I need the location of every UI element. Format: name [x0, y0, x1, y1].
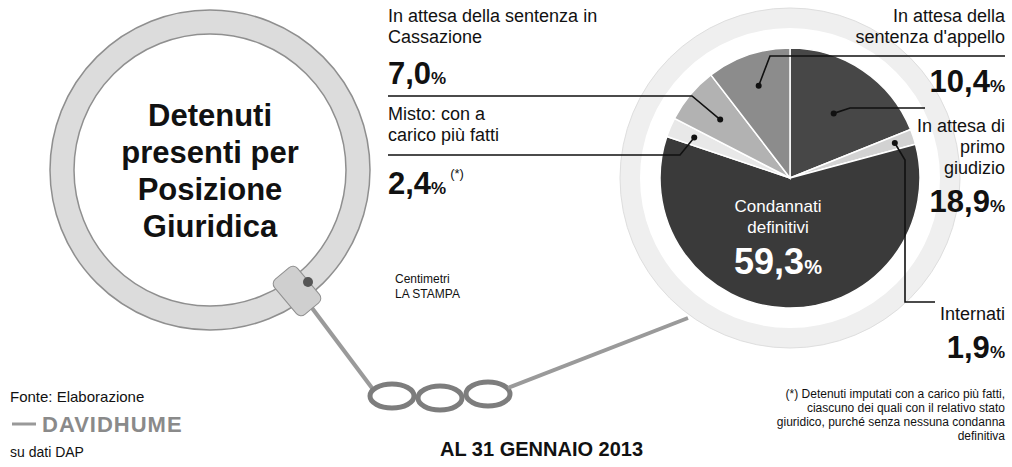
slice-label: In attesa della sentenza inCassazione	[388, 6, 597, 47]
leader-line	[895, 143, 935, 302]
date: AL 31 GENNAIO 2013	[440, 438, 643, 460]
left-cuff	[62, 22, 358, 318]
leader-dot	[717, 117, 723, 123]
source-data: su dati DAP	[10, 444, 84, 460]
value-label-number: 7,0	[388, 56, 431, 91]
value-label-number: 2,4	[388, 166, 432, 201]
chain-link	[370, 384, 414, 408]
slice-label-line: primo	[960, 137, 1005, 157]
value-label: 59,3%	[734, 241, 822, 282]
chain-link	[466, 382, 510, 406]
right-cuff-edge	[620, 8, 960, 348]
footnote-line: giuridico, purché senza nessuna condanna	[777, 415, 1005, 429]
slice-label: Misto: con acarico più fatti	[388, 104, 499, 145]
slice-label-line: Cassazione	[388, 27, 482, 47]
title: Detenutipresenti perPosizioneGiuridica	[121, 98, 298, 244]
title-line: Giuridica	[143, 209, 278, 244]
right-cuff	[630, 18, 950, 338]
title-line: Posizione	[138, 172, 283, 207]
handcuffs	[50, 8, 960, 410]
slice-label: Condannati definitivi	[735, 197, 822, 237]
value-label: 2,4%	[388, 166, 446, 201]
slice-label-line: giudizio	[944, 158, 1005, 178]
value-label-unit: %	[990, 77, 1005, 96]
source: Fonte: Elaborazione	[10, 388, 144, 405]
keyhole	[303, 277, 313, 287]
value-label-unit: %	[990, 343, 1005, 362]
value-label: 10,4%	[930, 64, 1005, 99]
footnote: (*) Detenuti imputati con a carico più f…	[777, 387, 1005, 443]
title-line: Detenuti	[148, 98, 272, 133]
slice-label-line: sentenza d'appello	[855, 27, 1005, 47]
credit-name: LA STAMPA	[395, 287, 460, 301]
value-label: 18,9%	[930, 184, 1005, 219]
slice-label-line: Internati	[940, 304, 1005, 324]
slice-label: In attesa diprimogiudizio	[917, 116, 1005, 178]
leader-dot	[756, 83, 762, 89]
cuff-hinge	[271, 264, 324, 319]
leader-line	[834, 108, 925, 113]
note-marker: (*)	[450, 166, 464, 181]
value-label-unit: %	[431, 179, 446, 198]
slice-label: Internati	[940, 304, 1005, 324]
leader-dot	[831, 110, 837, 116]
value-label: 1,9%	[947, 330, 1005, 365]
source-name: DAVIDHUME	[42, 412, 183, 437]
value-label: 7,0%	[388, 56, 446, 91]
slice-label-line: Condannati	[735, 197, 822, 216]
footnote-line: definitiva	[958, 429, 1006, 443]
leaders	[388, 56, 1005, 302]
chain	[508, 318, 688, 388]
value-label-number: 18,9	[930, 184, 990, 219]
slice-label-line: In attesa di	[917, 116, 1005, 136]
source-rule	[12, 423, 36, 426]
pie	[660, 48, 920, 308]
footnote-line: (*) Detenuti imputati con a carico più f…	[786, 387, 1005, 401]
footnote-line: ciascuno dei quali con il relativo stato	[807, 401, 1005, 415]
value-label-unit: %	[804, 256, 822, 278]
value-label-number: 59,3	[734, 241, 804, 282]
chain-link	[418, 386, 462, 410]
slice-label-line: definitivi	[747, 218, 808, 237]
value-label-unit: %	[431, 69, 446, 88]
leader-dot	[691, 134, 697, 140]
left-cuff-edge	[74, 34, 346, 306]
slice-label-line: carico più fatti	[388, 125, 499, 145]
slice-label-line: Misto: con a	[388, 104, 486, 124]
value-label-number: 10,4	[930, 64, 991, 99]
slice-label-line: In attesa della	[893, 6, 1006, 26]
value-label-unit: %	[990, 197, 1005, 216]
pie-slice	[711, 48, 790, 178]
value-label-number: 1,9	[947, 330, 990, 365]
leader-dot	[892, 140, 898, 146]
slice-label: In attesa dellasentenza d'appello	[855, 6, 1006, 47]
credit: Centimetri	[395, 272, 450, 286]
chart: Detenutipresenti perPosizioneGiuridica In…	[0, 0, 1012, 467]
slice-label-line: In attesa della sentenza in	[388, 6, 597, 26]
title-line: presenti per	[121, 135, 298, 170]
left-cuff-edge	[50, 10, 370, 330]
